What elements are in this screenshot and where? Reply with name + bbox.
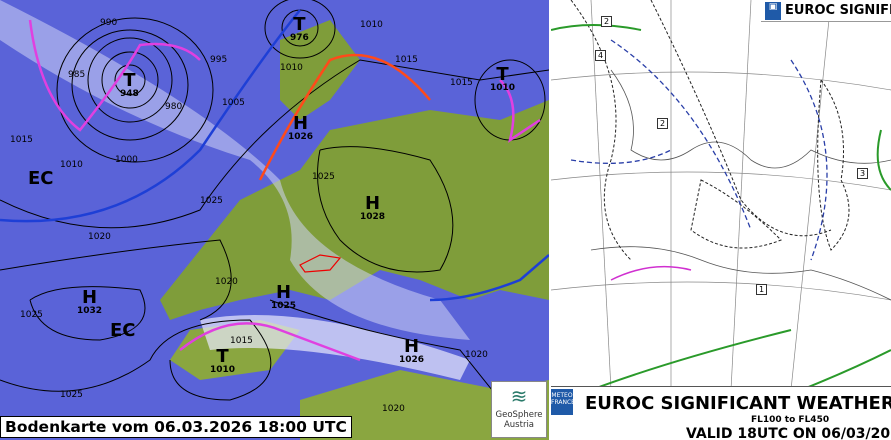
meteo-france-logo-icon: ▣ bbox=[765, 2, 781, 20]
isobar-label: 1015 bbox=[230, 336, 253, 346]
low-pressure-center: T 976 bbox=[290, 14, 309, 43]
high-pressure-center: H 1032 bbox=[77, 287, 103, 316]
area-number: 3 bbox=[857, 168, 869, 179]
isobar-label: 1025 bbox=[312, 172, 335, 182]
map-caption: Bodenkarte vom 06.03.2026 18:00 UTC bbox=[0, 416, 352, 438]
area-number: 1 bbox=[756, 284, 768, 295]
low-pressure-center: T 1010 bbox=[490, 64, 516, 93]
isobar-label: 990 bbox=[100, 18, 118, 28]
isobar-label: 1020 bbox=[215, 277, 238, 287]
high-pressure-center: H 1028 bbox=[360, 193, 386, 222]
isobar-label: 1020 bbox=[88, 232, 111, 242]
low-pressure-center: T 1010 bbox=[210, 346, 236, 375]
chart-footer: METEO FRANCE EUROC SIGNIFICANT WEATHER C… bbox=[551, 386, 891, 440]
isobar-label: 1025 bbox=[20, 310, 43, 320]
area-number: 2 bbox=[601, 16, 613, 27]
low-pressure-center: T 948 bbox=[120, 70, 139, 99]
isobar-label: 1000 bbox=[115, 155, 138, 165]
isobar-label: 1015 bbox=[450, 78, 473, 88]
isobar-label: 1025 bbox=[60, 390, 83, 400]
isobar-label: 1015 bbox=[395, 55, 418, 65]
ec-label: EC bbox=[110, 320, 136, 341]
surface-analysis-map: T 948 T 976 T 1010 H 1026 H 1028 H 1032 H 1025 … bbox=[0, 0, 549, 440]
high-pressure-center: H 1026 bbox=[399, 336, 425, 365]
isobar-label: 1010 bbox=[60, 160, 83, 170]
meteo-france-logo: METEO FRANCE bbox=[551, 389, 575, 415]
valid-time: VALID 18UTC ON 06/03/2026 bbox=[686, 426, 891, 440]
high-pressure-center: H 1026 bbox=[288, 113, 314, 142]
isobar-label: 1020 bbox=[465, 350, 488, 360]
sigwx-chart: 2 4 2 3 1 ▣ EUROC SIGNIFICANT METEO FRAN… bbox=[551, 0, 891, 440]
chart-header: ▣ EUROC SIGNIFICANT bbox=[761, 0, 891, 22]
ec-label: EC bbox=[28, 168, 54, 189]
isobar-label: 995 bbox=[210, 55, 228, 65]
chart-header-title: EUROC SIGNIFICANT bbox=[785, 3, 891, 18]
isobar-label: 980 bbox=[165, 102, 183, 112]
geosphere-logo: ≋ GeoSphere Austria bbox=[491, 381, 547, 438]
area-number: 2 bbox=[657, 118, 669, 129]
chart-title: EUROC SIGNIFICANT WEATHER CHART bbox=[585, 393, 891, 414]
isobar-label: 985 bbox=[68, 70, 86, 80]
map-layer bbox=[0, 0, 549, 440]
isobar-label: 1020 bbox=[382, 404, 405, 414]
area-number: 4 bbox=[595, 50, 607, 61]
isobar-label: 1015 bbox=[10, 135, 33, 145]
flight-levels: FL100 to FL450 bbox=[751, 415, 830, 425]
sigwx-layer bbox=[551, 0, 891, 391]
isobar-label: 1025 bbox=[200, 196, 223, 206]
isobar-label: 1010 bbox=[360, 20, 383, 30]
high-pressure-center: H 1025 bbox=[271, 282, 297, 311]
logo-sub: Austria bbox=[503, 420, 535, 430]
logo-name: GeoSphere bbox=[495, 410, 543, 420]
geosphere-logo-icon: ≋ bbox=[510, 384, 528, 408]
isobar-label: 1010 bbox=[280, 63, 303, 73]
isobar-label: 1005 bbox=[222, 98, 245, 108]
